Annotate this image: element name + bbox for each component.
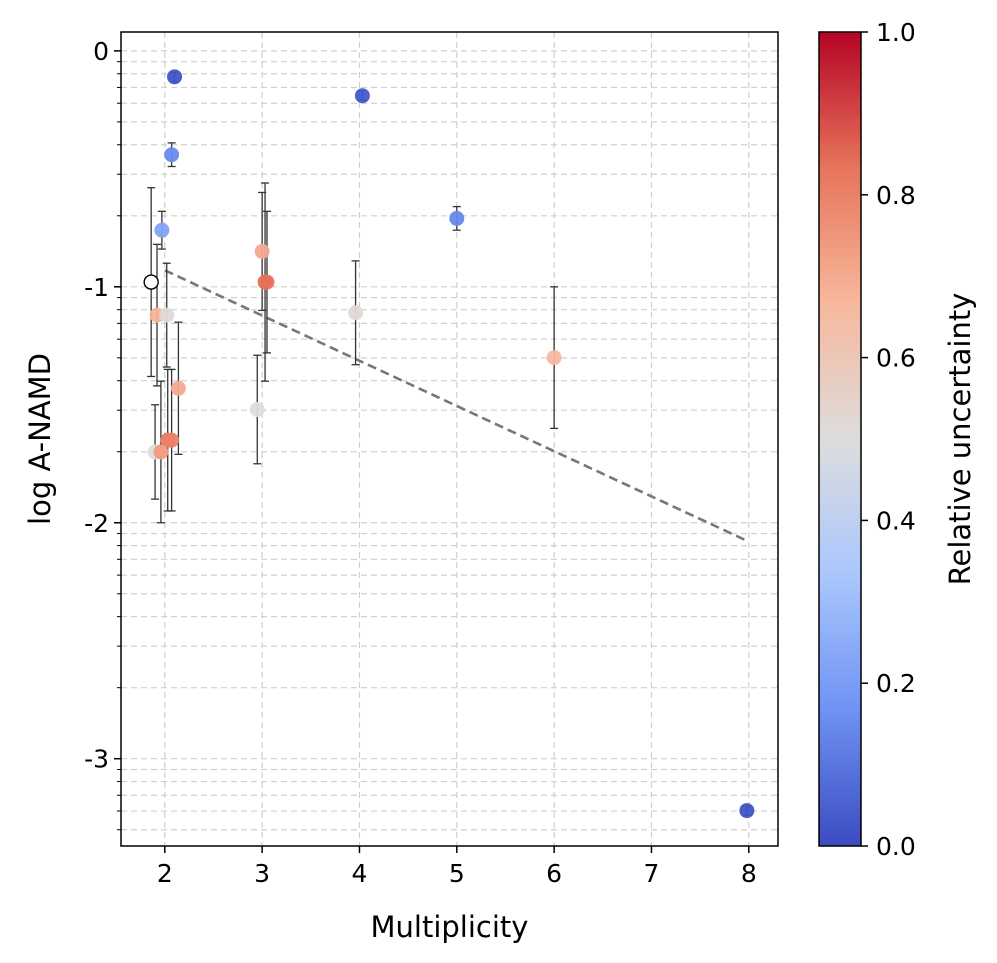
colorbar-tick-label: 0.6 [876,344,916,373]
colorbar-axis: 0.0 0.2 0.4 0.6 0.8 1.0 [861,18,916,861]
x-tick-label: 7 [644,859,660,888]
colorbar-tick-label: 0.0 [876,832,916,861]
data-point [249,402,265,418]
x-tick-label: 5 [449,859,465,888]
y-tick-label: -3 [84,745,109,774]
colorbar [818,31,862,847]
trend-line [164,269,750,543]
data-point [354,88,370,104]
x-tick-label: 4 [352,859,368,888]
colorbar-tick-label: 0.2 [876,669,916,698]
x-tick-label: 2 [157,859,173,888]
data-point [546,350,562,366]
data-point [257,274,273,290]
x-tick-label: 8 [741,859,757,888]
data-point [164,147,180,163]
colorbar-title: Relative uncertainty [943,293,977,586]
data-points [143,69,755,819]
y-axis-title: log A-NAMD [23,353,57,525]
data-point [164,432,180,448]
y-tick-label: -2 [84,509,109,538]
plot-area [121,32,778,846]
open-data-point [143,274,159,290]
x-tick-label: 3 [254,859,270,888]
trend-line-group [164,269,750,543]
data-point [167,69,183,85]
colorbar-tick-label: 1.0 [876,18,916,47]
y-tick-label: 0 [93,37,109,66]
data-point [159,307,175,323]
x-axis-title: Multiplicity [371,910,529,944]
data-point [154,222,170,238]
data-point [449,210,465,226]
x-axis: 2 3 4 5 6 7 8 [157,846,757,888]
data-point [739,803,755,819]
colorbar-tick-label: 0.4 [876,506,916,535]
data-point [170,380,186,396]
colorbar-tick-label: 0.8 [876,181,916,210]
data-point [153,444,169,460]
y-axis: 0 -1 -2 -3 [84,37,121,831]
data-point [254,243,270,259]
data-point [348,305,364,321]
grid-lines [121,32,778,846]
plot-frame [120,31,779,847]
y-tick-label: -1 [84,273,109,302]
x-tick-label: 6 [546,859,562,888]
